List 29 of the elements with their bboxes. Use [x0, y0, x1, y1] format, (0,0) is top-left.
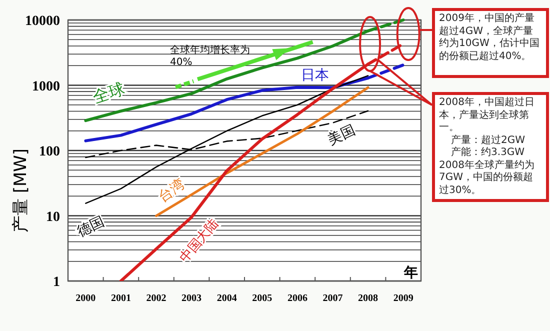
y-tick-label: 1	[53, 275, 60, 290]
text: 产能：约3.3GW	[450, 147, 526, 160]
y-tick-label: 10000	[25, 14, 60, 29]
y-axis-title: 产量 [MW]	[11, 148, 31, 233]
text: 产量：超过2GW	[450, 134, 526, 146]
y-tick-label: 1000	[32, 79, 60, 94]
x-tick-label: 2002	[146, 293, 166, 304]
x-tick-label: 2001	[110, 293, 131, 304]
annotation: 全球年均增长率为40%	[170, 45, 251, 69]
y-tick-label: 100	[39, 144, 60, 160]
text: 2008年，中国超过日本，产量达到全球第一。	[439, 97, 536, 134]
x-tick-label: 2009	[393, 293, 414, 304]
x-axis-title: 年	[403, 265, 418, 281]
x-tick-label: 2000	[76, 293, 96, 304]
series-label: 日本	[301, 68, 330, 84]
text: 美国	[326, 122, 358, 149]
text: 中国大陆	[177, 216, 222, 266]
x-tick-label: 2004	[216, 293, 237, 304]
text: 德国	[74, 214, 108, 240]
y-tick-label: 10	[46, 210, 60, 225]
x-tick-label: 2003	[182, 293, 202, 304]
text: 2008年全球产量约为7GW，中国的份额超过30%。	[439, 160, 536, 197]
text: 全球	[90, 78, 127, 107]
text: 台湾	[156, 176, 188, 206]
x-tick-label: 2006	[287, 293, 308, 304]
x-tick-label: 2005	[252, 293, 272, 304]
x-tick-label: 2008	[358, 293, 378, 304]
x-tick-label: 2007	[322, 293, 343, 304]
text: 2009年，中国的产量超过4GW，全球产量约为10GW，估计中国的份额已超过40%。	[439, 13, 540, 63]
